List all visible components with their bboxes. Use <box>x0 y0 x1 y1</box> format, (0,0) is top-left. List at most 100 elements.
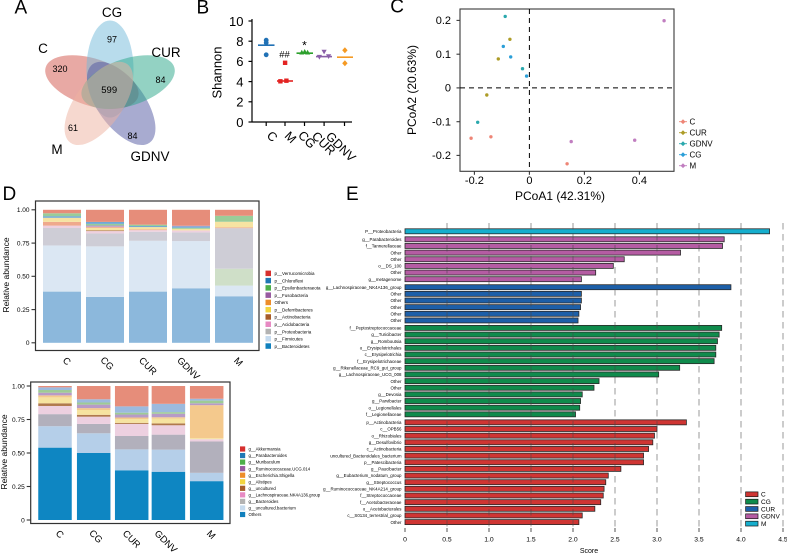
svg-text:0.2: 0.2 <box>577 175 592 187</box>
svg-text:##: ## <box>279 50 290 61</box>
svg-text:0.25: 0.25 <box>17 307 30 314</box>
svg-text:g__Eubacterium_nodatum_group: g__Eubacterium_nodatum_group <box>336 473 402 478</box>
svg-text:c__Erysipelotrichia: c__Erysipelotrichia <box>365 352 402 357</box>
svg-text:C: C <box>761 492 766 499</box>
svg-text:2.5: 2.5 <box>610 537 620 544</box>
svg-text:0.50: 0.50 <box>17 274 30 281</box>
svg-text:0: 0 <box>26 340 30 347</box>
svg-text:g__Streptococcus: g__Streptococcus <box>366 480 402 485</box>
svg-text:g__Devosia: g__Devosia <box>378 392 402 397</box>
svg-text:g__Escherichia.Shigella: g__Escherichia.Shigella <box>249 473 295 478</box>
svg-text:Other: Other <box>391 305 403 310</box>
svg-text:g__Akkermansia: g__Akkermansia <box>249 447 282 452</box>
svg-text:o__Rhizobiales: o__Rhizobiales <box>371 433 402 438</box>
svg-text:g__Lachnospiraceae_NK4A136_gro: g__Lachnospiraceae_NK4A136_group <box>326 285 402 290</box>
svg-text:Other: Other <box>391 312 403 317</box>
svg-text:o__Legionellales: o__Legionellales <box>369 405 403 410</box>
svg-text:p__Actinobacteria: p__Actinobacteria <box>275 315 312 320</box>
svg-text:f__Peptostreptococcaceae: f__Peptostreptococcaceae <box>350 326 403 331</box>
svg-text:p__Patescibacteria: p__Patescibacteria <box>364 460 402 465</box>
svg-text:-0.2: -0.2 <box>465 175 484 187</box>
svg-text:0: 0 <box>21 517 25 524</box>
svg-text:f__Streptococcaceae: f__Streptococcaceae <box>360 493 402 498</box>
svg-text:Relative abundance: Relative abundance <box>0 414 9 489</box>
svg-text:C: C <box>390 0 404 17</box>
svg-text:Others: Others <box>249 512 262 517</box>
svg-text:Other: Other <box>391 250 403 255</box>
svg-text:Shannon: Shannon <box>210 46 225 98</box>
svg-text:0: 0 <box>403 537 407 544</box>
svg-text:p__Actinobacteria: p__Actinobacteria <box>366 420 402 425</box>
svg-text:0.2: 0.2 <box>436 15 451 27</box>
svg-text:97: 97 <box>107 35 117 45</box>
svg-text:320: 320 <box>52 64 67 74</box>
svg-text:g__Alistipes: g__Alistipes <box>249 479 272 484</box>
svg-text:GDNV: GDNV <box>690 140 714 149</box>
svg-text:1.0: 1.0 <box>484 537 494 544</box>
svg-text:A: A <box>15 0 28 19</box>
svg-text:GDNV: GDNV <box>130 149 169 164</box>
svg-text:p__Bacteroidetes: p__Bacteroidetes <box>275 344 311 349</box>
svg-text:PCoA2 (20.63%): PCoA2 (20.63%) <box>405 45 419 135</box>
svg-text:f__Erysipelotrichaceae: f__Erysipelotrichaceae <box>357 359 402 364</box>
svg-text:Score: Score <box>580 548 598 555</box>
svg-text:0.1: 0.1 <box>436 49 451 61</box>
svg-text:10: 10 <box>229 14 243 29</box>
svg-text:Other: Other <box>391 520 403 525</box>
svg-text:CG: CG <box>102 5 122 20</box>
svg-text:B: B <box>197 0 210 19</box>
svg-text:4.5: 4.5 <box>778 537 787 544</box>
svg-text:p__Epsilonbacteraeota: p__Epsilonbacteraeota <box>275 286 322 291</box>
svg-text:*: * <box>302 39 307 53</box>
svg-text:E: E <box>346 184 359 205</box>
svg-text:Other: Other <box>391 270 403 275</box>
svg-text:p__Fusobacteria: p__Fusobacteria <box>275 293 309 298</box>
svg-text:g__Muribaculum: g__Muribaculum <box>249 460 281 465</box>
svg-text:1.00: 1.00 <box>12 383 25 390</box>
svg-text:Other: Other <box>391 385 403 390</box>
svg-text:0.50: 0.50 <box>12 450 25 457</box>
svg-text:3.0: 3.0 <box>652 537 662 544</box>
svg-text:84: 84 <box>127 131 137 141</box>
svg-text:M: M <box>761 521 766 528</box>
svg-text:-0.1: -0.1 <box>432 117 451 129</box>
svg-text:Other: Other <box>391 379 403 384</box>
svg-text:g__metagenome: g__metagenome <box>369 277 403 282</box>
svg-text:M: M <box>690 162 697 171</box>
svg-text:g__Lachnospiraceae_UCG_008: g__Lachnospiraceae_UCG_008 <box>339 372 402 377</box>
svg-text:1.00: 1.00 <box>17 207 30 214</box>
svg-text:0: 0 <box>526 175 532 187</box>
svg-text:3.5: 3.5 <box>694 537 704 544</box>
svg-text:g__Turicibacter: g__Turicibacter <box>371 332 402 337</box>
svg-text:g__uncultured.bacterium: g__uncultured.bacterium <box>249 506 297 511</box>
svg-text:GDNV: GDNV <box>761 514 780 521</box>
svg-text:p__Deferribacteres: p__Deferribacteres <box>275 307 314 312</box>
svg-text:g__Desulfovibrio: g__Desulfovibrio <box>369 440 402 445</box>
svg-text:f__Legionellaceae: f__Legionellaceae <box>366 412 402 417</box>
svg-text:0: 0 <box>236 115 243 130</box>
svg-text:f__Acetobacteraceae: f__Acetobacteraceae <box>360 500 402 505</box>
svg-text:Other: Other <box>391 257 403 262</box>
svg-text:c__OPB56: c__OPB56 <box>380 427 402 432</box>
svg-text:Other: Other <box>391 298 403 303</box>
svg-text:Relative abundance: Relative abundance <box>1 237 11 312</box>
svg-text:p__Verrucomicrobia: p__Verrucomicrobia <box>275 271 316 276</box>
svg-text:0.4: 0.4 <box>632 175 647 187</box>
svg-text:g__Parabacteroides: g__Parabacteroides <box>362 237 402 242</box>
svg-text:CUR: CUR <box>761 506 775 513</box>
svg-text:84: 84 <box>155 75 165 85</box>
svg-text:g__Ruminococcaceae.UCG.014: g__Ruminococcaceae.UCG.014 <box>249 466 311 471</box>
svg-text:o__Erysipelotrichales: o__Erysipelotrichales <box>360 346 403 351</box>
svg-text:0.25: 0.25 <box>12 484 25 491</box>
svg-text:p__Chloroflexi: p__Chloroflexi <box>275 278 304 283</box>
svg-text:M: M <box>51 142 62 157</box>
svg-text:o__DS_100: o__DS_100 <box>378 264 402 269</box>
svg-text:g__Parabacteroides: g__Parabacteroides <box>249 453 287 458</box>
svg-text:g__Bacteroides: g__Bacteroides <box>249 499 279 504</box>
svg-text:-0.2: -0.2 <box>432 150 451 162</box>
svg-text:61: 61 <box>68 123 78 133</box>
svg-text:0.75: 0.75 <box>12 417 25 424</box>
svg-text:2: 2 <box>236 95 243 110</box>
svg-text:p__Proteobacteria: p__Proteobacteria <box>275 329 312 334</box>
svg-text:0: 0 <box>445 83 451 95</box>
